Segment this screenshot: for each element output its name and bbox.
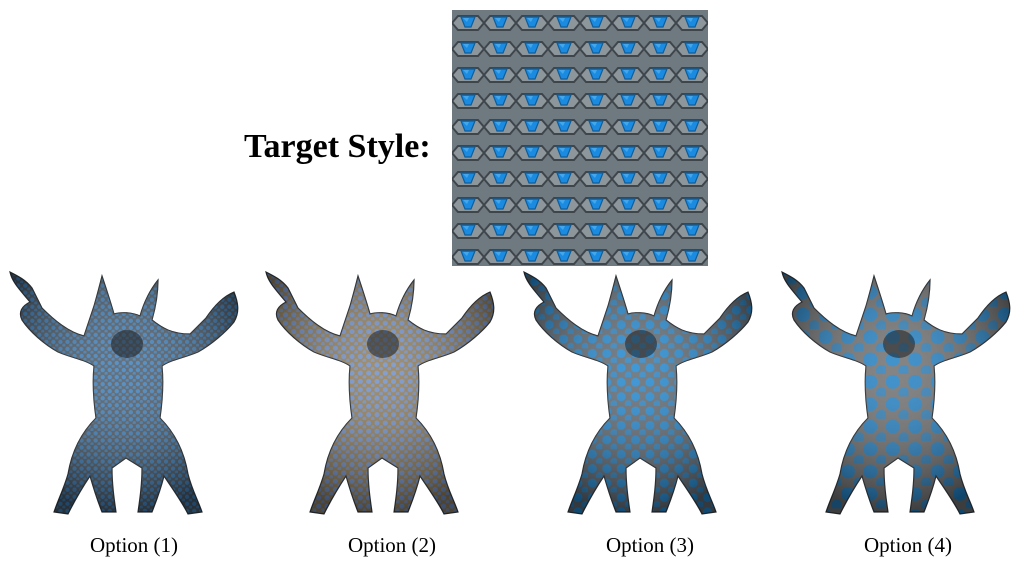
option-1-render [2,262,258,530]
creature-face [625,330,657,358]
option-4-caption: Option (4) [863,533,953,557]
option-3-render [516,262,772,530]
creature-face [367,330,399,358]
target-style-texture [452,10,708,266]
creature-shading [524,272,752,514]
creature-shading [782,272,1010,514]
option-2-render [258,262,514,530]
creature-2-icon [265,270,495,515]
creature-shading [10,272,238,514]
creature-face [883,330,915,358]
option-3-caption: Option (3) [605,533,695,557]
creature-1-icon [9,270,239,515]
option-4-render [774,262,1030,530]
creature-shading [266,272,494,514]
option-2-caption: Option (2) [347,533,437,557]
target-style-label: Target Style: [244,128,431,165]
creature-face [111,330,143,358]
creature-3-icon [523,270,753,515]
creature-4-icon [781,270,1011,515]
option-1-caption: Option (1) [89,533,179,557]
